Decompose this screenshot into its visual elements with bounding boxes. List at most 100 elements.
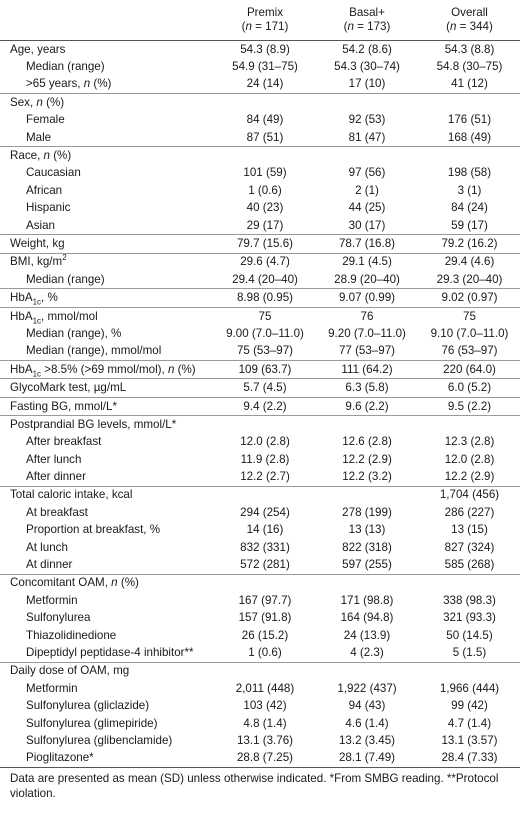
row-label: Median (range), mmol/mol	[26, 344, 162, 358]
basal-plus-value: 54.3 (30–74)	[334, 60, 400, 74]
table-row: Sex, n (%)	[0, 93, 520, 112]
premix-value: 24 (14)	[246, 77, 284, 91]
table-row: Median (range) 54.9 (31–75) 54.3 (30–74) 54…	[0, 58, 520, 75]
premix-value	[215, 573, 315, 593]
table-body: Age, years 54.3 (8.9) 54.2 (8.6) 54.3 (8.8)…	[0, 41, 520, 769]
overall-value: 1,704 (456)	[419, 485, 520, 505]
premix-value: 75	[215, 306, 315, 326]
premix-value: 84 (49)	[246, 113, 284, 127]
overall-value: 54.3 (8.8)	[444, 42, 495, 56]
basal-plus-value: 2 (1)	[355, 183, 379, 197]
row-label: Postprandial BG levels, mmol/L*	[0, 415, 215, 434]
basal-plus-value: 9.6 (2.2)	[315, 396, 419, 416]
basal-plus-value	[315, 415, 419, 434]
header-premix: Premix	[246, 6, 284, 19]
overall-value: 9.5 (2.2)	[419, 396, 520, 416]
row-label: After dinner	[26, 470, 86, 484]
basal-plus-value: 77 (53–97)	[338, 344, 396, 358]
overall-value: 13 (15)	[451, 523, 488, 537]
basal-plus-value: 17 (10)	[348, 77, 386, 91]
overall-value: 6.0 (5.2)	[419, 378, 520, 398]
premix-value: 12.2 (2.7)	[240, 470, 290, 484]
overall-value: 168 (49)	[447, 130, 492, 144]
overall-value: 9.10 (7.0–11.0)	[430, 326, 509, 340]
overall-value: 75	[419, 306, 520, 326]
basal-plus-value	[315, 146, 419, 165]
basal-plus-value: 94 (43)	[348, 699, 386, 713]
row-label: Sulfonylurea (glimepiride)	[26, 716, 158, 730]
row-label: At lunch	[26, 540, 68, 554]
row-label: Dipeptidyl peptidase-4 inhibitor**	[26, 645, 194, 659]
row-label: Metformin	[26, 593, 78, 607]
basal-plus-value: 30 (17)	[348, 218, 386, 232]
basal-plus-value: 6.3 (5.8)	[315, 378, 419, 398]
overall-value: 13.1 (3.57)	[441, 733, 498, 747]
table-row: Sulfonylurea (glibenclamide) 13.1 (3.76) 1…	[0, 732, 520, 749]
header-premix-n: (n = 171)	[215, 20, 315, 41]
basal-plus-value	[315, 573, 419, 593]
premix-value: 26 (15.2)	[241, 628, 289, 642]
table-row: After lunch 11.9 (2.8) 12.2 (2.9) 12.0 (2.8…	[0, 451, 520, 468]
table-row: Postprandial BG levels, mmol/L*	[0, 415, 520, 434]
premix-value: 101 (59)	[243, 166, 287, 180]
row-label: Metformin	[26, 681, 78, 695]
row-label: Median (range)	[26, 60, 105, 74]
row-label: Thiazolidinedione	[26, 628, 117, 642]
table-row: Concomitant OAM, n (%)	[0, 573, 520, 593]
row-label: Caucasian	[26, 166, 81, 180]
basal-plus-value: 13.2 (3.45)	[338, 733, 396, 747]
premix-value: 1 (0.6)	[248, 183, 282, 197]
table-row: Age, years 54.3 (8.9) 54.2 (8.6) 54.3 (8.8)	[0, 41, 520, 59]
table-row: Metformin 167 (97.7) 171 (98.8) 338 (98.3)	[0, 592, 520, 609]
premix-value: 832 (331)	[240, 540, 290, 554]
overall-value: 3 (1)	[457, 183, 482, 197]
overall-value: 585 (268)	[444, 558, 495, 572]
basal-plus-value: 28.1 (7.49)	[315, 749, 419, 769]
row-label: Race, n (%)	[0, 146, 215, 165]
table-row: Pioglitazone* 28.8 (7.25) 28.1 (7.49) 28.4 …	[0, 749, 520, 769]
basal-plus-value: 54.2 (8.6)	[342, 42, 392, 56]
row-label: Male	[26, 130, 52, 144]
row-label: >65 years, n (%)	[26, 77, 112, 91]
table-row: Fasting BG, mmol/L* 9.4 (2.2) 9.6 (2.2) 9.5…	[0, 396, 520, 416]
premix-value: 79.7 (15.6)	[215, 234, 315, 254]
table-footnote: Data are presented as mean (SD) unless o…	[10, 772, 499, 801]
table-row: HbA1c, mmol/mol 75 76 75	[0, 306, 520, 326]
row-label: Fasting BG, mmol/L*	[0, 396, 215, 416]
premix-value: 103 (42)	[243, 699, 287, 713]
basal-plus-value	[315, 661, 419, 681]
overall-value: 12.2 (2.9)	[444, 470, 495, 484]
overall-value: 321 (93.3)	[443, 611, 496, 625]
basal-plus-value: 13 (13)	[348, 523, 386, 537]
row-label: Median (range)	[26, 272, 105, 286]
basal-plus-value: 164 (94.8)	[340, 611, 394, 625]
overall-value: 28.4 (7.33)	[419, 749, 520, 769]
table-row: Metformin 2,011 (448) 1,922 (437) 1,966 (44…	[0, 680, 520, 697]
premix-value: 13.1 (3.76)	[236, 733, 294, 747]
basal-plus-value: 92 (53)	[348, 113, 386, 127]
row-label: After breakfast	[26, 435, 102, 449]
basal-plus-value: 24 (13.9)	[343, 628, 391, 642]
table-row: At lunch 832 (331) 822 (318) 827 (324)	[0, 539, 520, 556]
premix-value	[215, 661, 315, 681]
premix-value	[215, 485, 315, 505]
row-label: HbA1c >8.5% (>69 mmol/mol), n (%)	[0, 360, 215, 379]
overall-value: 1,966 (444)	[439, 681, 500, 695]
premix-value: 29 (17)	[246, 218, 284, 232]
premix-value: 54.3 (8.9)	[240, 42, 290, 56]
overall-value: 41 (12)	[451, 77, 488, 91]
basal-plus-value: 4 (2.3)	[350, 645, 384, 659]
table-header: Premix Basal+ Overall (n = 171) (n = 173…	[0, 0, 520, 41]
basal-plus-value: 278 (199)	[342, 505, 392, 519]
row-label: African	[26, 183, 63, 197]
basal-plus-value: 12.6 (2.8)	[342, 435, 392, 449]
row-label: Median (range), %	[26, 326, 122, 340]
table-row: >65 years, n (%) 24 (14) 17 (10) 41 (12)	[0, 76, 520, 94]
basal-plus-value: 44 (25)	[348, 201, 386, 215]
premix-value: 28.8 (7.25)	[215, 749, 315, 769]
table-row: At dinner 572 (281) 597 (255) 585 (268)	[0, 556, 520, 574]
overall-value: 76 (53–97)	[441, 344, 498, 358]
premix-value: 14 (16)	[246, 523, 284, 537]
overall-value: 220 (64.0)	[419, 360, 520, 379]
table-row: Median (range), mmol/mol 75 (53–97) 77 (53…	[0, 343, 520, 361]
